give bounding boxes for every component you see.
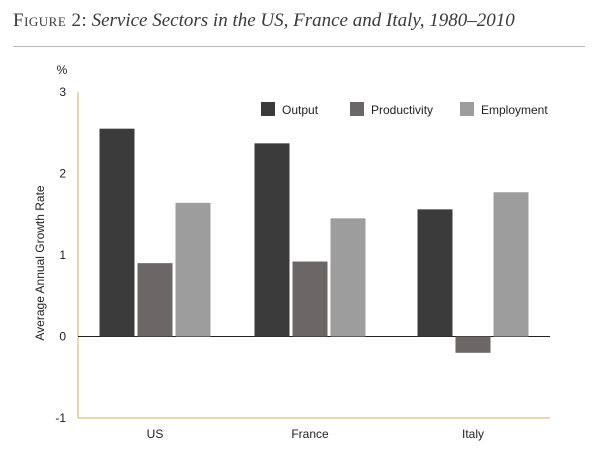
y-tick-label: 2 (59, 167, 66, 181)
y-tick-label: 0 (59, 330, 66, 344)
legend-label-employment: Employment (481, 103, 548, 117)
figure-caption: Service Sectors in the US, France and It… (91, 10, 515, 31)
chart-bars (99, 128, 529, 353)
x-tick-label: France (291, 427, 329, 441)
legend-label-productivity: Productivity (371, 103, 433, 117)
y-unit-label: % (57, 63, 68, 77)
bar-france-productivity (292, 261, 328, 337)
title-divider (13, 46, 585, 47)
bar-france-employment (330, 218, 366, 337)
x-tick-label: US (147, 427, 164, 441)
figure-title: Figure 2: Service Sectors in the US, Fra… (13, 10, 593, 32)
bar-italy-employment (493, 192, 529, 337)
legend-swatch-output (261, 102, 275, 116)
bar-us-productivity (137, 263, 173, 337)
bar-france-output (254, 143, 290, 337)
bar-us-employment (175, 202, 211, 337)
bar-us-output (99, 128, 135, 337)
y-axis-title: Average Annual Growth Rate (33, 185, 47, 341)
x-tick-label: Italy (462, 427, 484, 441)
legend-swatch-productivity (350, 102, 364, 116)
bar-italy-output (417, 209, 453, 337)
figure-label: Figure 2 (13, 10, 82, 31)
legend-swatch-employment (460, 102, 474, 116)
bar-italy-productivity (455, 336, 491, 353)
chart-labels: 3 2 1 0 -1% Average Annual Growth Rate US Franc… (33, 63, 484, 441)
y-tick-label: 3 (59, 85, 66, 99)
y-tick-label: -1 (55, 411, 66, 425)
y-tick-label: 1 (59, 248, 66, 262)
chart-legend: Output Productivity Employment (261, 102, 548, 117)
figure-title-separator: : (81, 10, 92, 31)
legend-label-output: Output (282, 103, 319, 117)
chart-axes (77, 92, 550, 419)
